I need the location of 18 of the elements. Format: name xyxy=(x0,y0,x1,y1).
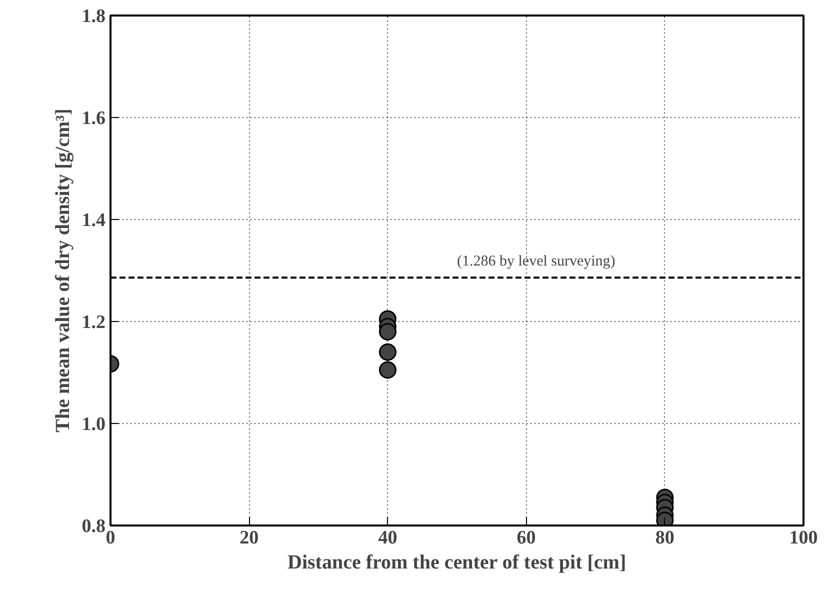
y-tick-label: 0.8 xyxy=(82,516,106,537)
x-axis-title: Distance from the center of test pit [cm] xyxy=(288,552,626,574)
y-tick-label: 1.4 xyxy=(82,210,106,231)
x-tick-label: 20 xyxy=(240,528,259,548)
point xyxy=(378,343,396,361)
x-tick-label: 0 xyxy=(106,528,116,548)
point xyxy=(378,361,396,379)
y-axis-title: The mean value of dry density [g/cm³] xyxy=(52,108,74,432)
x-tick-label: 40 xyxy=(378,528,398,548)
x-tick-label: 80 xyxy=(655,528,674,548)
x-tick-label: 100 xyxy=(789,528,818,548)
x-tick-label: 60 xyxy=(516,528,536,548)
y-tick-label: 1.6 xyxy=(82,108,106,129)
ref-line-label: (1.286 by level surveying) xyxy=(457,254,616,270)
point xyxy=(378,322,396,340)
y-tick-label: 1.0 xyxy=(82,414,106,435)
y-tick-label: 1.2 xyxy=(82,312,106,333)
y-tick-label: 1.8 xyxy=(82,6,106,27)
